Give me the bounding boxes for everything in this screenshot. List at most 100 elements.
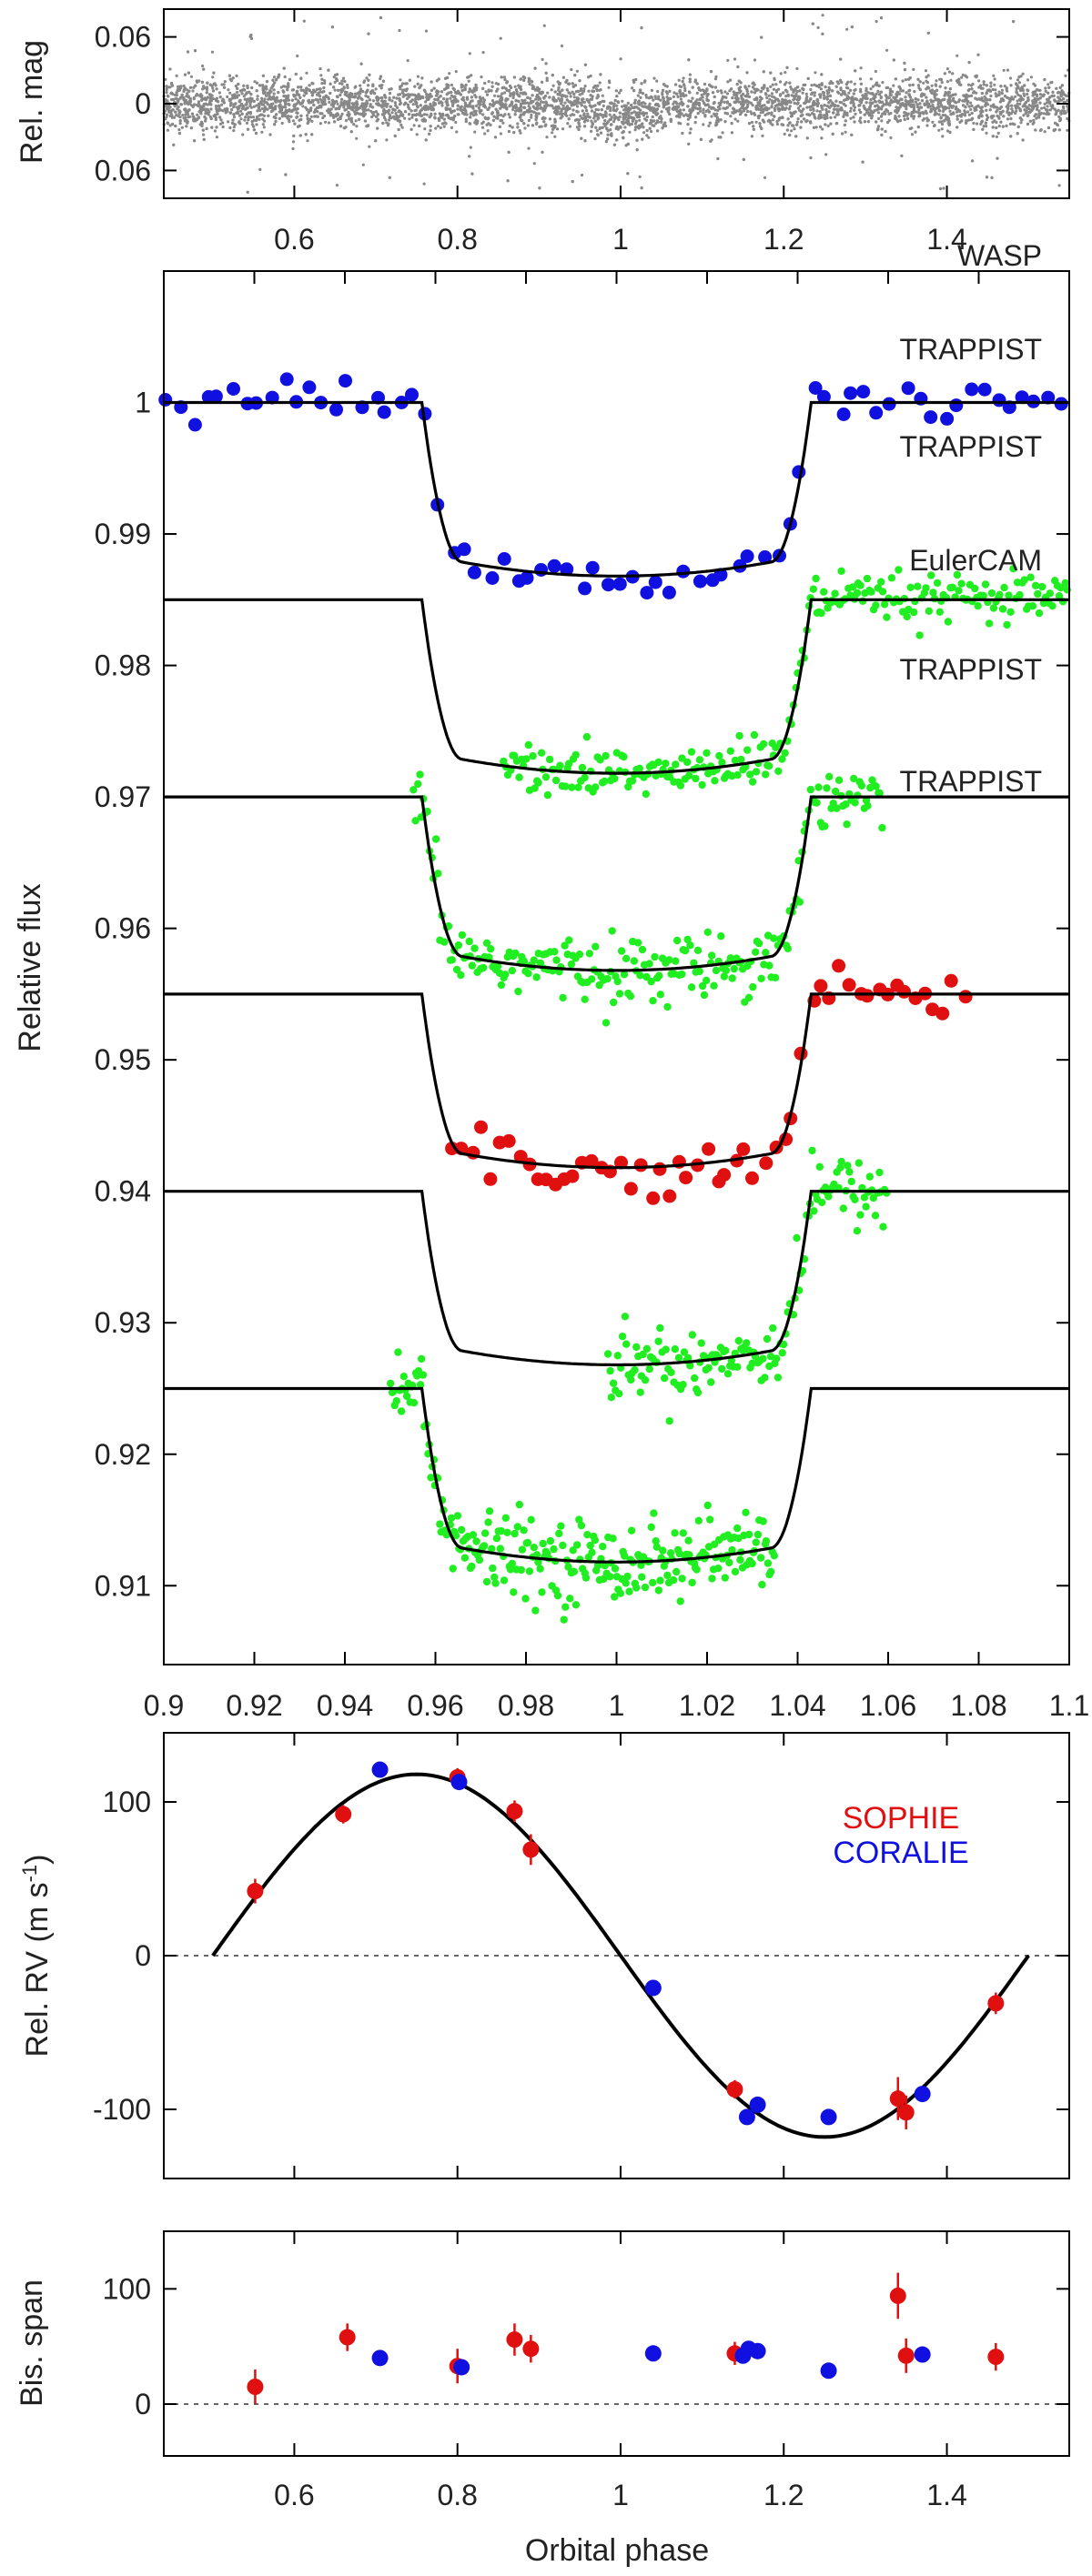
photometry-point bbox=[966, 83, 971, 86]
photometry-point bbox=[925, 116, 929, 120]
photometry-point bbox=[1017, 81, 1021, 85]
photometry-point bbox=[750, 120, 754, 125]
photometry-point bbox=[648, 102, 652, 106]
photometry-point bbox=[713, 77, 718, 81]
photometry-point bbox=[708, 121, 712, 125]
photometry-point bbox=[794, 135, 798, 138]
photometry-point bbox=[925, 103, 929, 106]
photometry-point bbox=[861, 160, 864, 164]
photometry-point bbox=[763, 176, 767, 179]
photometry-point bbox=[483, 106, 488, 109]
photometry-point bbox=[167, 95, 170, 98]
photometry-point bbox=[211, 89, 216, 93]
photometry-point bbox=[753, 58, 757, 62]
photometry-point bbox=[501, 121, 505, 125]
photometry-point bbox=[340, 112, 344, 116]
photometry-point bbox=[464, 117, 468, 121]
photometry-point bbox=[309, 115, 313, 118]
photometry-point bbox=[621, 99, 624, 103]
photometry-point bbox=[716, 108, 720, 112]
photometry-point bbox=[784, 95, 788, 98]
photometry-point bbox=[701, 99, 705, 103]
photometry-point bbox=[563, 101, 567, 105]
photometry-point bbox=[395, 96, 399, 100]
photometry-point bbox=[820, 106, 824, 109]
photometry-point bbox=[852, 92, 855, 96]
photometry-point bbox=[656, 89, 660, 94]
photometry-point bbox=[879, 95, 883, 99]
photometry-point bbox=[482, 98, 487, 102]
photometry-point bbox=[812, 106, 815, 111]
photometry-point bbox=[867, 114, 872, 117]
photometry-point bbox=[638, 91, 642, 95]
photometry-point bbox=[239, 117, 243, 121]
photometry-point bbox=[999, 85, 1003, 88]
photometry-point bbox=[591, 89, 594, 93]
photometry-point bbox=[924, 69, 928, 73]
photometry-point bbox=[790, 129, 794, 133]
photometry-point bbox=[889, 136, 893, 140]
photometry-point bbox=[1008, 76, 1013, 80]
photometry-point bbox=[249, 34, 253, 37]
photometry-point bbox=[280, 115, 284, 118]
photometry-point bbox=[556, 127, 560, 131]
photometry-point bbox=[1014, 111, 1017, 115]
photometry-point bbox=[561, 88, 564, 92]
photometry-point bbox=[783, 132, 786, 136]
photometry-point bbox=[165, 91, 168, 95]
photometry-point bbox=[943, 94, 946, 97]
photometry-point bbox=[771, 118, 774, 122]
photometry-point bbox=[996, 131, 1000, 135]
photometry-point bbox=[336, 102, 339, 106]
photometry-point bbox=[827, 110, 831, 114]
photometry-point bbox=[215, 107, 218, 111]
photometry-point bbox=[412, 124, 416, 127]
photometry-point bbox=[481, 103, 485, 106]
photometry-point bbox=[695, 91, 699, 95]
photometry-point bbox=[359, 62, 363, 65]
photometry-point bbox=[617, 118, 621, 122]
photometry-point bbox=[756, 115, 760, 118]
photometry-point bbox=[795, 120, 800, 124]
photometry-point bbox=[227, 120, 230, 124]
photometry-point bbox=[513, 113, 517, 116]
photometry-point bbox=[245, 121, 248, 125]
photometry-point bbox=[463, 106, 467, 110]
photometry-point bbox=[604, 140, 609, 144]
photometry-point bbox=[493, 136, 498, 139]
photometry-point bbox=[304, 133, 308, 136]
photometry-point bbox=[966, 88, 970, 93]
photometry-point bbox=[390, 111, 394, 115]
photometry-point bbox=[174, 110, 177, 114]
photometry-point bbox=[989, 94, 993, 98]
photometry-point bbox=[544, 100, 548, 104]
photometry-point bbox=[177, 128, 181, 132]
photometry-point bbox=[868, 106, 872, 109]
photometry-point bbox=[390, 99, 394, 103]
photometry-point bbox=[702, 123, 705, 126]
photometry-point bbox=[1013, 104, 1017, 107]
photometry-point bbox=[963, 114, 966, 117]
photometry-point bbox=[753, 97, 756, 101]
photometry-point bbox=[291, 119, 295, 123]
photometry-point bbox=[349, 106, 352, 109]
photometry-point bbox=[1000, 88, 1004, 92]
photometry-point bbox=[320, 82, 324, 86]
photometry-point bbox=[619, 126, 622, 129]
photometry-point bbox=[995, 135, 998, 138]
photometry-point bbox=[639, 96, 642, 99]
photometry-point bbox=[406, 59, 410, 63]
photometry-point bbox=[193, 103, 197, 106]
photometry-point bbox=[375, 115, 379, 118]
photometry-point bbox=[483, 132, 487, 136]
photometry-point bbox=[859, 66, 863, 70]
photometry-point bbox=[394, 112, 398, 116]
photometry-point bbox=[823, 96, 826, 100]
photometry-point bbox=[201, 64, 205, 68]
photometry-point bbox=[338, 105, 341, 108]
photometry-point bbox=[804, 120, 808, 124]
photometry-point bbox=[425, 113, 429, 116]
photometry-point bbox=[1023, 94, 1026, 97]
photometry-point bbox=[1046, 105, 1049, 108]
photometry-point bbox=[455, 130, 459, 134]
